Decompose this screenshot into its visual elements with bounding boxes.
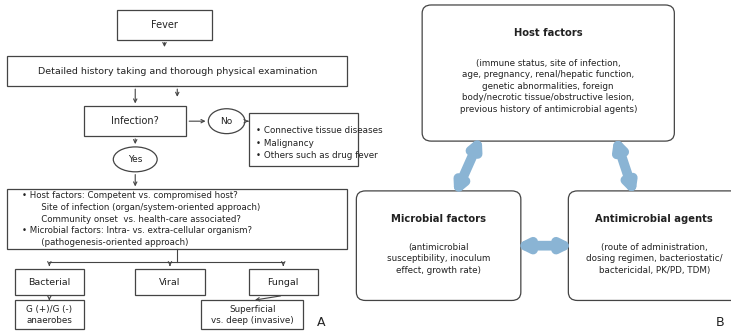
Bar xyxy=(249,113,358,166)
Bar xyxy=(7,189,347,249)
Ellipse shape xyxy=(208,109,245,133)
Bar xyxy=(249,269,318,295)
Text: Superficial
vs. deep (invasive): Superficial vs. deep (invasive) xyxy=(211,304,294,325)
Text: • Host factors: Competent vs. compromised host?
       Site of infection (organ/: • Host factors: Competent vs. compromise… xyxy=(22,191,260,247)
Text: Yes: Yes xyxy=(128,155,143,164)
Text: Viral: Viral xyxy=(159,278,181,287)
Text: Fungal: Fungal xyxy=(268,278,299,287)
Bar xyxy=(15,269,84,295)
Text: Infection?: Infection? xyxy=(111,116,159,126)
Bar xyxy=(135,269,205,295)
Text: Antimicrobial agents: Antimicrobial agents xyxy=(595,214,713,224)
Text: Microbial factors: Microbial factors xyxy=(391,214,486,224)
Bar xyxy=(84,106,186,136)
Text: G (+)/G (-)
anaerobes: G (+)/G (-) anaerobes xyxy=(26,304,72,325)
Text: Bacterial: Bacterial xyxy=(29,278,70,287)
Bar xyxy=(117,10,212,40)
FancyBboxPatch shape xyxy=(422,5,675,141)
Text: B: B xyxy=(716,316,724,329)
Text: Detailed history taking and thorough physical examination: Detailed history taking and thorough phy… xyxy=(37,67,317,76)
Text: Fever: Fever xyxy=(151,20,178,30)
Bar xyxy=(201,300,303,329)
Text: Host factors: Host factors xyxy=(514,28,583,38)
FancyBboxPatch shape xyxy=(357,191,520,300)
Ellipse shape xyxy=(113,147,157,172)
Text: (route of administration,
dosing regimen, bacteriostatic/
bactericidal, PK/PD, T: (route of administration, dosing regimen… xyxy=(586,243,722,275)
Text: (antimicrobial
susceptibility, inoculum
effect, growth rate): (antimicrobial susceptibility, inoculum … xyxy=(387,243,491,275)
FancyBboxPatch shape xyxy=(569,191,731,300)
Bar xyxy=(7,56,347,86)
Bar xyxy=(15,300,84,329)
Text: No: No xyxy=(221,117,232,126)
Text: • Connective tissue diseases
• Malignancy
• Others such as drug fever: • Connective tissue diseases • Malignanc… xyxy=(256,126,382,160)
Text: (immune status, site of infection,
age, pregnancy, renal/hepatic function,
genet: (immune status, site of infection, age, … xyxy=(460,59,637,114)
Text: A: A xyxy=(317,316,326,329)
